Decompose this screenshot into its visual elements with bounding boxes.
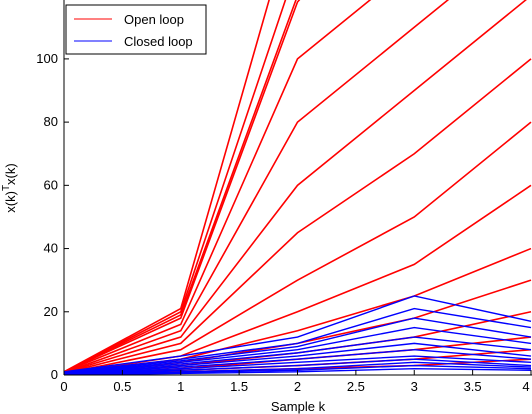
legend-label-closed-loop: Closed loop (124, 34, 193, 49)
closed-loop-line-0 (64, 295, 532, 373)
y-axis-title-sup: T (1, 185, 12, 191)
y-tick-label: 0 (51, 367, 58, 382)
y-tick-label: 60 (44, 177, 58, 192)
y-tick-label: 40 (44, 241, 58, 256)
closed-loop-line-6 (64, 349, 532, 375)
x-tick-label: 3.5 (464, 379, 482, 394)
x-tick-label: 2.5 (347, 379, 365, 394)
x-tick-label: 2 (294, 379, 301, 394)
y-tick-label: 80 (44, 114, 58, 129)
legend-label-open-loop: Open loop (124, 12, 184, 27)
y-ticks: 0 20 40 60 80 100 (36, 51, 69, 382)
y-axis-title-main: x(k) (3, 191, 18, 213)
x-tick-label: 4 (522, 379, 529, 394)
x-tick-label: 1.5 (230, 379, 248, 394)
open-loop-line-5 (64, 0, 450, 374)
open-loop-line-4 (64, 0, 372, 373)
open-loop-line-6 (64, 0, 527, 374)
closed-loop-line-2 (64, 317, 532, 374)
open-loop-line-1 (64, 0, 287, 373)
open-loop-line-8 (64, 121, 532, 375)
x-tick-label: 3 (411, 379, 418, 394)
legend: Open loop Closed loop (65, 4, 207, 55)
x-axis-title: Sample k (271, 399, 326, 414)
y-tick-label: 20 (44, 304, 58, 319)
y-axis-title: x(k)Tx(k) (1, 163, 18, 212)
closed-loop-line-4 (64, 336, 532, 374)
y-axis-title-end: x(k) (3, 163, 18, 185)
legend-box (65, 4, 207, 55)
closed-loop-line-7 (64, 355, 532, 375)
open-loop-line-0 (64, 0, 270, 373)
x-tick-label: 0 (60, 379, 67, 394)
closed-loop-line-1 (64, 307, 532, 373)
x-ticks: 0 0.5 1 1.5 2 2.5 3 3.5 4 (60, 370, 532, 394)
open-loop-line-2 (64, 0, 297, 373)
open-loop-line-7 (64, 58, 532, 374)
closed-loop-line-5 (64, 342, 532, 375)
closed-loop-line-3 (64, 326, 532, 374)
x-tick-label: 1 (177, 379, 184, 394)
closed-loop-line-8 (64, 358, 532, 375)
axes: 0 0.5 1 1.5 2 2.5 3 3.5 4 0 20 40 60 80 100 (36, 0, 532, 394)
y-tick-label: 100 (36, 51, 58, 66)
plot-background (64, 0, 532, 375)
open-loop-line-3 (64, 0, 301, 373)
x-tick-label: 0.5 (113, 379, 131, 394)
